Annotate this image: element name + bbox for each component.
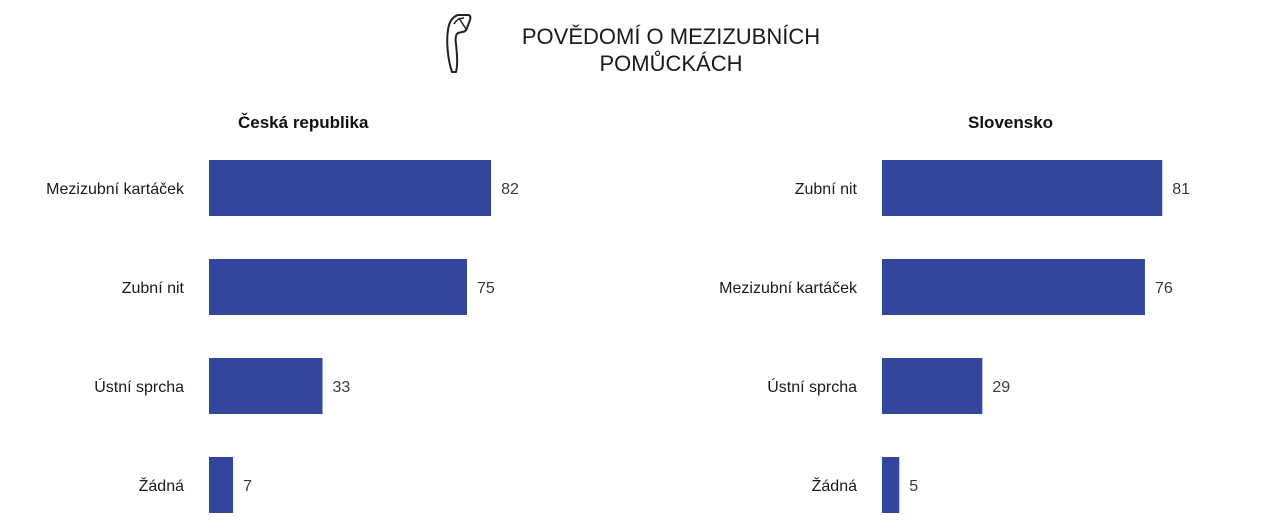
bar-sk-0 bbox=[882, 160, 1163, 216]
chart-title-line-2: POMŮCKÁCH bbox=[599, 51, 743, 76]
category-label-sk-0: Zubní nit bbox=[795, 181, 858, 198]
category-label-cz-0: Mezizubní kartáček bbox=[46, 181, 185, 198]
chart-title-area: POVĚDOMÍ O MEZIZUBNÍCH POMŮCKÁCH bbox=[0, 14, 1264, 78]
category-label-sk-1: Mezizubní kartáček bbox=[719, 280, 858, 297]
value-label-cz-3: 7 bbox=[243, 478, 252, 495]
value-label-sk-0: 81 bbox=[1172, 181, 1190, 198]
value-label-cz-0: 82 bbox=[501, 181, 519, 198]
subtitle-slovakia: Slovensko bbox=[968, 113, 1054, 132]
value-label-sk-3: 5 bbox=[909, 478, 918, 495]
category-label-cz-2: Ústní sprcha bbox=[94, 377, 184, 396]
category-label-cz-3: Žádná bbox=[139, 476, 184, 495]
category-label-sk-3: Žádná bbox=[812, 476, 857, 495]
bar-sk-2 bbox=[882, 358, 983, 414]
value-label-cz-1: 75 bbox=[477, 280, 495, 297]
category-label-sk-2: Ústní sprcha bbox=[767, 377, 857, 396]
bar-cz-1 bbox=[209, 259, 467, 315]
value-label-cz-2: 33 bbox=[333, 379, 351, 396]
chart-title: POVĚDOMÍ O MEZIZUBNÍCH POMŮCKÁCH bbox=[496, 23, 846, 77]
subtitle-czech: Česká republika bbox=[238, 113, 369, 132]
bar-chart-czech: Mezizubní kartáček 82 Zubní nit 75 Ústní spr… bbox=[46, 160, 519, 513]
chart-title-line-1: POVĚDOMÍ O MEZIZUBNÍCH bbox=[521, 24, 821, 49]
value-label-sk-2: 29 bbox=[992, 379, 1010, 396]
bar-chart-slovakia: Zubní nit 81 Mezizubní kartáček 76 Ústní spr… bbox=[719, 160, 1190, 513]
bar-cz-2 bbox=[209, 358, 323, 414]
bar-sk-1 bbox=[882, 259, 1145, 315]
dental-floss-pick-icon bbox=[446, 14, 472, 73]
category-label-cz-1: Zubní nit bbox=[122, 280, 185, 297]
value-label-sk-1: 76 bbox=[1155, 280, 1173, 297]
bar-cz-3 bbox=[209, 457, 234, 513]
bar-sk-3 bbox=[882, 457, 900, 513]
bar-cz-0 bbox=[209, 160, 492, 216]
